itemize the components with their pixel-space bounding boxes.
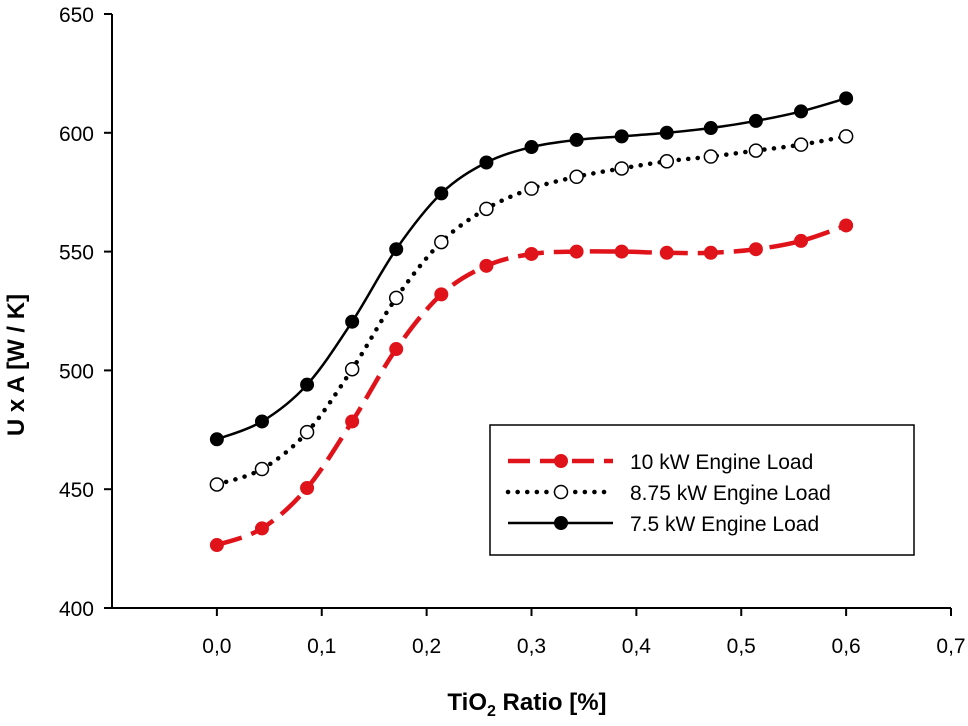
- y-tick-label: 550: [59, 242, 94, 265]
- y-tick-label: 500: [59, 360, 94, 383]
- data-point: [300, 481, 315, 496]
- y-axis-ticks: 400 450 500 550 600 650: [59, 4, 112, 621]
- data-point: [569, 244, 584, 259]
- data-point: [434, 287, 449, 302]
- data-point: [838, 129, 854, 144]
- data-point: [479, 201, 494, 217]
- data-point: [524, 246, 539, 261]
- x-axis-title: TiO2 Ratio [%]: [447, 689, 606, 720]
- data-point: [748, 113, 763, 128]
- legend-marker: [554, 454, 568, 468]
- data-point: [659, 245, 674, 260]
- x-tick-label: 0,6: [832, 635, 861, 658]
- series-2: [209, 91, 854, 447]
- y-tick-label: 600: [59, 123, 94, 146]
- data-point: [614, 161, 629, 176]
- data-point: [794, 233, 809, 248]
- data-point: [389, 242, 404, 257]
- x-tick-label: 0,5: [727, 635, 756, 658]
- data-point: [524, 181, 539, 196]
- data-point: [389, 342, 404, 357]
- x-axis-ticks: 0,0 0,1 0,2 0,3 0,4 0,5 0,6 0,7: [202, 608, 966, 658]
- data-point: [614, 244, 629, 259]
- y-tick-label: 400: [59, 598, 94, 621]
- data-point: [300, 377, 315, 392]
- data-point: [569, 169, 584, 185]
- data-point: [794, 104, 809, 119]
- data-point: [659, 125, 674, 140]
- data-point: [388, 290, 404, 306]
- y-tick-label: 450: [59, 479, 94, 502]
- data-point: [748, 143, 764, 158]
- data-point: [569, 132, 584, 147]
- legend-label: 8.75 kW Engine Load: [630, 482, 831, 505]
- y-tick-label: 650: [59, 4, 94, 27]
- data-point: [703, 245, 718, 260]
- legend-marker: [553, 484, 569, 500]
- x-tick-label: 0,2: [412, 635, 441, 658]
- data-point: [344, 361, 360, 377]
- x-tick-label: 0,3: [517, 635, 546, 658]
- data-point: [254, 461, 270, 477]
- legend: 10 kW Engine Load 8.75 kW Engine Load 7.5 …: [489, 424, 915, 556]
- y-axis-title: U x A [W / K]: [3, 294, 30, 436]
- data-point: [479, 258, 494, 273]
- data-point: [434, 186, 449, 201]
- data-point: [614, 129, 629, 144]
- x-tick-label: 0,4: [622, 635, 652, 658]
- x-tick-label: 0,7: [936, 635, 965, 658]
- data-point: [209, 538, 224, 553]
- data-point: [659, 154, 675, 169]
- data-point: [434, 234, 449, 250]
- legend-marker: [554, 516, 568, 530]
- data-point: [703, 121, 718, 136]
- series-group: [209, 91, 854, 553]
- data-point: [793, 137, 809, 152]
- series-0: [209, 218, 854, 553]
- data-point: [345, 414, 360, 429]
- data-point: [748, 242, 763, 257]
- data-point: [524, 140, 539, 155]
- legend-label: 10 kW Engine Load: [630, 451, 813, 474]
- x-tick-label: 0,0: [202, 635, 231, 658]
- data-point: [345, 314, 360, 329]
- data-point: [839, 218, 854, 233]
- series-1: [209, 129, 854, 492]
- data-point: [209, 432, 224, 447]
- legend-label: 7.5 kW Engine Load: [630, 513, 819, 536]
- data-point: [209, 477, 225, 492]
- data-point: [703, 149, 719, 164]
- data-point: [479, 155, 494, 170]
- x-tick-label: 0,1: [307, 635, 336, 658]
- data-point: [254, 521, 269, 536]
- data-point: [299, 424, 315, 440]
- data-point: [839, 91, 854, 106]
- data-point: [254, 414, 269, 429]
